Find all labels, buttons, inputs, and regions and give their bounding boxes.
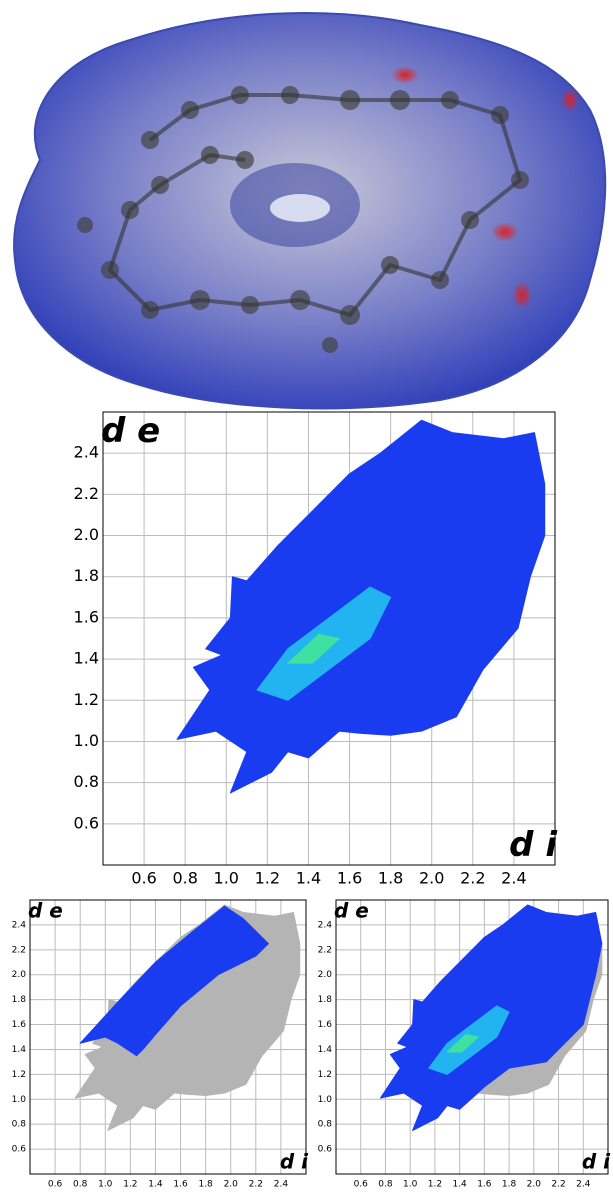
- x-tick-label: 1.2: [255, 869, 280, 888]
- y-tick-label: 1.2: [12, 1070, 26, 1080]
- x-axis-label: d i: [509, 825, 558, 865]
- y-tick-label: 1.0: [318, 1095, 333, 1105]
- x-tick-label: 1.4: [452, 1180, 467, 1190]
- y-tick-label: 0.6: [12, 1145, 27, 1155]
- y-tick-label: 1.6: [318, 1020, 333, 1030]
- x-tick-label: 1.0: [403, 1180, 418, 1190]
- y-tick-label: 1.4: [318, 1045, 333, 1055]
- x-tick-label: 1.6: [477, 1180, 492, 1190]
- x-tick-label: 1.8: [198, 1180, 213, 1190]
- y-tick-label: 0.6: [74, 813, 99, 832]
- x-tick-label: 2.0: [224, 1180, 239, 1190]
- y-tick-label: 0.8: [12, 1120, 27, 1130]
- y-tick-label: 0.6: [318, 1145, 333, 1155]
- y-tick-label: 2.4: [74, 443, 99, 462]
- page: {"chart_data": [ {"type": "fingerprint",…: [0, 0, 613, 1193]
- y-tick-label: 1.8: [74, 566, 99, 585]
- y-tick-label: 1.6: [74, 607, 99, 626]
- x-tick-label: 1.2: [428, 1180, 442, 1190]
- x-axis-label: d i: [280, 1150, 309, 1174]
- x-tick-label: 1.4: [148, 1180, 163, 1190]
- x-tick-label: 2.0: [419, 869, 444, 888]
- y-tick-label: 2.0: [318, 970, 333, 980]
- x-tick-label: 0.8: [73, 1180, 88, 1190]
- x-tick-label: 1.4: [296, 869, 321, 888]
- x-tick-label: 2.4: [501, 869, 526, 888]
- y-tick-label: 2.0: [74, 525, 99, 544]
- y-tick-label: 1.2: [318, 1070, 332, 1080]
- y-axis-label: d e: [334, 899, 369, 923]
- figure: 0.6 0.8 1.0 1.2 1.4 1.6 1.8 2.0 2.2 2.4 0.6 0.8 1.0 1…: [0, 0, 613, 1193]
- x-tick-label: 1.2: [123, 1180, 137, 1190]
- fingerprint-plot: 0.6 0.8 1.0 1.2 1.4 1.6 1.8 2.0 2.2 2.4 0.6 0.8 1.0 1…: [74, 411, 559, 888]
- x-tick-label: 0.8: [378, 1180, 393, 1190]
- y-tick-label: 2.2: [12, 945, 26, 955]
- y-tick-label: 1.8: [12, 995, 27, 1005]
- fingerprint-plot: 0.6 0.8 1.0 1.2 1.4 1.6 1.8 2.0 2.2 2.4 0.6 0.8 1.0 1…: [318, 899, 611, 1190]
- x-tick-label: 2.4: [576, 1180, 591, 1190]
- y-tick-label: 1.6: [12, 1020, 27, 1030]
- x-tick-label: 1.6: [337, 869, 362, 888]
- y-tick-label: 1.8: [318, 995, 333, 1005]
- x-tick-label: 1.8: [378, 869, 403, 888]
- hirshfeld-surface: [14, 13, 605, 408]
- x-tick-label: 2.2: [249, 1180, 263, 1190]
- x-tick-label: 0.6: [354, 1180, 369, 1190]
- x-tick-label: 2.2: [460, 869, 485, 888]
- y-tick-label: 1.4: [12, 1045, 27, 1055]
- y-axis-label: d e: [101, 411, 160, 451]
- y-tick-label: 2.2: [74, 484, 99, 503]
- x-tick-label: 0.6: [131, 869, 156, 888]
- y-tick-label: 1.0: [12, 1095, 27, 1105]
- x-tick-label: 1.0: [214, 869, 239, 888]
- y-tick-label: 2.4: [12, 920, 27, 930]
- x-tick-label: 0.6: [48, 1180, 63, 1190]
- y-tick-label: 0.8: [318, 1120, 333, 1130]
- x-tick-label: 2.4: [274, 1180, 289, 1190]
- x-tick-label: 1.0: [98, 1180, 113, 1190]
- x-tick-label: 1.8: [502, 1180, 517, 1190]
- x-axis-label: d i: [582, 1150, 611, 1174]
- y-tick-label: 1.0: [74, 731, 99, 750]
- y-axis-label: d e: [28, 899, 63, 923]
- x-tick-label: 1.6: [173, 1180, 188, 1190]
- y-tick-label: 2.0: [12, 970, 27, 980]
- y-tick-label: 2.4: [318, 920, 333, 930]
- y-tick-label: 1.2: [74, 690, 99, 709]
- x-tick-label: 2.2: [551, 1180, 565, 1190]
- fingerprint-plot: 0.6 0.8 1.0 1.2 1.4 1.6 1.8 2.0 2.2 2.4 0.6 0.8 1.0 1…: [12, 899, 309, 1190]
- x-tick-label: 2.0: [527, 1180, 542, 1190]
- x-tick-label: 0.8: [172, 869, 197, 888]
- y-tick-label: 1.4: [74, 649, 99, 668]
- y-tick-label: 0.8: [74, 772, 99, 791]
- y-tick-label: 2.2: [318, 945, 332, 955]
